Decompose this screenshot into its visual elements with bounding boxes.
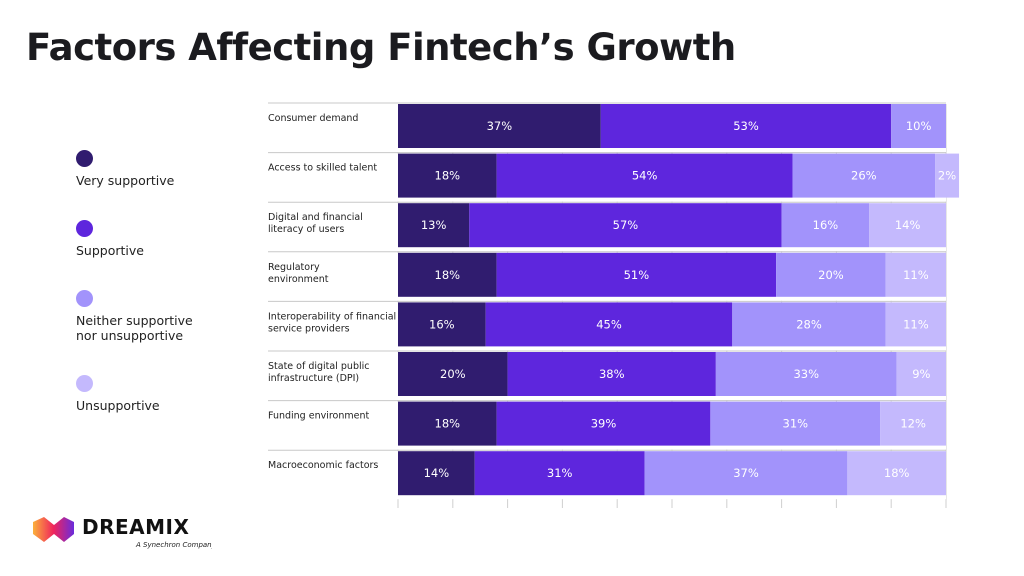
bar-segment [885,302,946,347]
bar-segment [885,252,946,297]
bar-segment [398,203,470,248]
legend-label: Very supportive [76,173,175,188]
legend-label: Unsupportive [76,398,160,413]
data-label: 18% [435,268,461,282]
svg-text:DREAMIX: DREAMIX [82,516,189,539]
bar-segment [891,104,946,148]
data-label: 38% [599,367,625,381]
bar-segment [496,401,711,446]
data-label: 31% [783,417,809,431]
data-label: 26% [851,169,877,183]
legend-label: Neither supportive [76,313,193,328]
bar-segment [398,104,601,148]
data-label: 37% [487,119,513,133]
legend-item: Unsupportive [76,375,216,413]
data-label: 53% [733,119,759,133]
bar-segment [847,451,946,496]
bar-segment [732,302,886,347]
data-label: 31% [547,466,573,480]
data-label: 33% [793,367,819,381]
data-label: 10% [906,119,932,133]
page-title: Factors Affecting Fintech’s Growth [26,26,736,69]
bar-segment [776,252,886,297]
category-label: State of digital public [268,361,369,372]
svg-text:A Synechron Company: A Synechron Company [135,541,212,549]
bar-segment [715,352,897,396]
data-label: 16% [813,218,839,232]
bar-segment [869,203,946,248]
data-label: 54% [632,169,658,183]
bar-segment [710,401,881,446]
data-label: 57% [613,218,639,232]
legend-swatch [76,150,93,167]
data-label: 9% [912,367,930,381]
data-label: 11% [903,317,929,331]
data-label: 39% [591,417,617,431]
dreamix-logo: DREAMIX A Synechron Company [32,515,217,560]
data-label: 12% [900,417,926,431]
category-label: Consumer demand [268,113,358,124]
data-label: 20% [440,367,466,381]
category-label: literacy of users [268,224,344,235]
data-label: 18% [435,169,461,183]
category-label: infrastructure (DPI) [268,373,359,384]
bar-segment [398,153,497,198]
data-label: 14% [895,218,921,232]
data-label: 45% [596,317,622,331]
data-label: 51% [624,268,650,282]
category-label: environment [268,274,329,285]
legend-swatch [76,375,93,392]
legend-item: Supportive [76,220,216,258]
bar-segment [935,153,960,198]
legend-item: Neither supportive nor unsupportive [76,290,216,343]
legend-swatch [76,220,93,237]
bar-segment [398,352,508,396]
bar-segment [398,451,475,496]
dreamix-logo-mark: DREAMIX A Synechron Company [33,515,217,549]
bar-segment [644,451,848,496]
bar-segment [600,104,892,148]
data-label: 18% [435,417,461,431]
category-label: Digital and financial [268,212,363,223]
legend-item: Very supportive [76,150,216,188]
data-label: 11% [903,268,929,282]
category-label: service providers [268,323,350,334]
category-label: Regulatory [268,262,320,273]
data-label: 13% [421,218,447,232]
data-label: 2% [938,169,956,183]
bar-segment [398,401,497,446]
bar-segment [485,302,733,347]
data-label: 28% [796,317,822,331]
bar-segment [474,451,645,496]
legend-label: Supportive [76,243,144,258]
bar-segment [792,153,936,198]
bar-segment [781,203,870,248]
legend-swatch [76,290,93,307]
bar-segment [398,302,486,347]
data-label: 14% [424,466,450,480]
category-label: Interoperability of financial [268,311,396,322]
bar-segment [469,203,782,248]
data-label: 18% [884,466,910,480]
data-label: 37% [733,466,759,480]
bar-segment [496,252,777,297]
category-label: Access to skilled talent [268,163,377,174]
bar-segment [880,401,946,446]
bar-segment [896,352,946,396]
category-label: Funding environment [268,411,370,422]
bar-segment [398,252,497,297]
data-label: 16% [429,317,455,331]
legend-label: nor unsupportive [76,328,184,343]
bar-segment [496,153,793,198]
bar-segment [507,352,716,396]
category-label: Macroeconomic factors [268,460,378,471]
data-label: 20% [818,268,844,282]
